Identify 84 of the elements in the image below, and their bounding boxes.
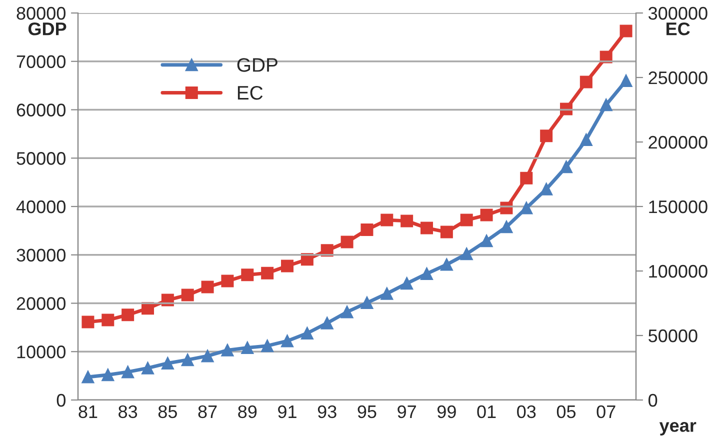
y-axis-title: GDP xyxy=(28,22,66,36)
y-tick-label: 30000 xyxy=(16,248,66,262)
y2-tick-label: 100000 xyxy=(649,264,708,278)
point xyxy=(340,236,354,248)
point xyxy=(122,366,134,378)
y2-tick-label: 150000 xyxy=(649,200,708,214)
x-tick-label: 01 xyxy=(477,405,496,418)
point xyxy=(360,296,374,310)
x-tick-label: 91 xyxy=(278,405,296,418)
x-tick-label: 89 xyxy=(238,405,257,418)
y-tick-label: 0 xyxy=(56,394,66,407)
x-tick-label: 95 xyxy=(358,405,376,418)
point xyxy=(400,277,414,290)
x-tick-label: 07 xyxy=(596,405,616,418)
point xyxy=(221,344,234,356)
point xyxy=(380,287,394,300)
point xyxy=(500,220,513,234)
point xyxy=(540,182,553,196)
point xyxy=(480,234,493,248)
point xyxy=(460,214,473,226)
y-tick-label: 50000 xyxy=(16,152,66,165)
y2-tick-label: 0 xyxy=(648,394,658,407)
point xyxy=(201,280,214,294)
y-tick-label: 60000 xyxy=(16,104,66,116)
point xyxy=(241,268,254,282)
point xyxy=(82,316,94,328)
x-tick-label: 99 xyxy=(437,405,456,418)
point xyxy=(102,368,114,382)
point xyxy=(400,214,414,228)
point xyxy=(161,356,174,370)
point xyxy=(340,306,354,318)
y-tick-label: 20000 xyxy=(16,297,66,310)
point xyxy=(320,316,334,330)
point xyxy=(600,98,612,112)
x-tick-label: 93 xyxy=(318,405,336,418)
point xyxy=(221,274,234,288)
point xyxy=(580,133,592,146)
y-tick-label: 40000 xyxy=(16,200,66,214)
x-axis-title: year xyxy=(659,422,696,436)
point xyxy=(122,308,134,322)
point xyxy=(300,326,314,340)
y2-tick-label: 200000 xyxy=(648,136,708,149)
x-tick-label: 87 xyxy=(198,405,217,418)
point xyxy=(201,350,214,362)
point xyxy=(142,362,154,374)
point xyxy=(241,342,254,354)
x-tick-label: 03 xyxy=(517,405,536,418)
y2-tick-label: 250000 xyxy=(648,71,708,84)
point xyxy=(620,74,632,87)
point xyxy=(261,266,274,280)
point xyxy=(620,24,632,38)
y-tick-label: 80000 xyxy=(16,6,66,20)
point xyxy=(281,260,294,272)
point xyxy=(480,208,493,222)
point xyxy=(520,202,533,214)
x-tick-label: 83 xyxy=(118,405,138,418)
x-tick-label: 97 xyxy=(398,405,416,418)
point xyxy=(281,334,294,348)
point xyxy=(440,258,453,271)
x-tick-label: 05 xyxy=(556,405,576,418)
point xyxy=(181,354,194,366)
y2-axis-title: EC xyxy=(666,22,690,36)
point xyxy=(520,172,533,184)
y2-tick-label: 300000 xyxy=(648,6,708,20)
y2-tick-label: 50000 xyxy=(648,329,698,342)
point xyxy=(360,223,374,236)
y-tick-label: 10000 xyxy=(17,346,66,358)
legend-label: GDP xyxy=(237,58,278,72)
x-tick-label: 85 xyxy=(158,405,177,418)
point xyxy=(560,160,572,174)
point xyxy=(580,76,592,88)
point xyxy=(181,288,194,302)
point xyxy=(380,214,394,226)
point xyxy=(261,340,274,352)
legend-label: EC xyxy=(238,86,263,100)
point xyxy=(82,370,94,384)
point xyxy=(540,130,553,142)
y-tick-label: 70000 xyxy=(16,55,66,68)
x-tick-label: 81 xyxy=(78,405,98,418)
point xyxy=(440,226,453,238)
point xyxy=(420,222,433,234)
point xyxy=(102,314,114,326)
point xyxy=(420,267,433,280)
point xyxy=(460,248,473,260)
